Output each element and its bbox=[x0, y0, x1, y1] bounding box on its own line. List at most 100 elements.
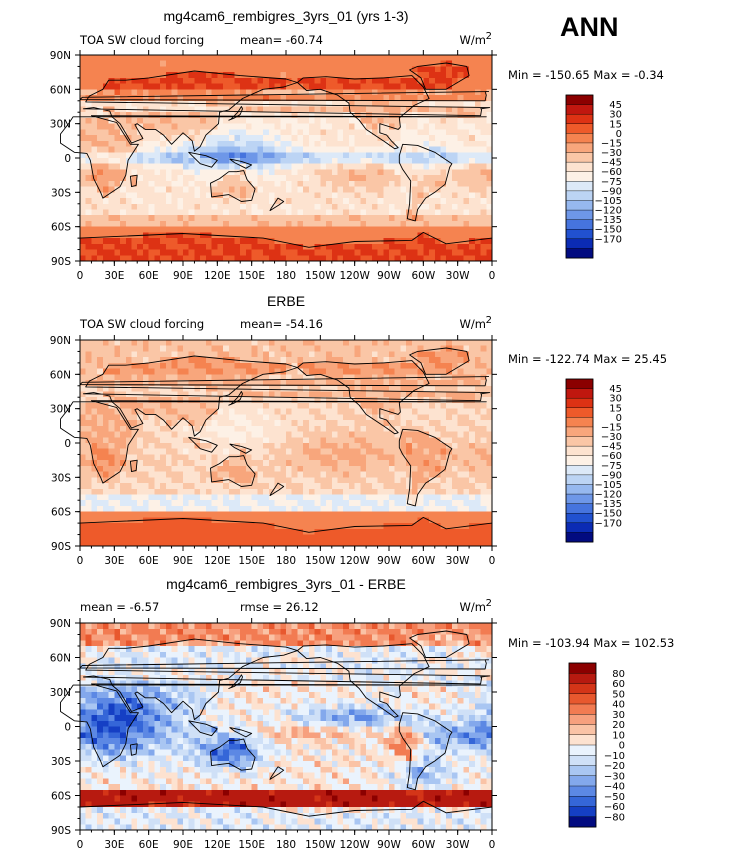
heatmap-cell bbox=[446, 255, 453, 262]
heatmap-cell bbox=[371, 117, 378, 125]
heatmap-cell bbox=[474, 494, 481, 501]
heatmap-cell bbox=[411, 460, 419, 467]
heatmap-cell bbox=[200, 351, 207, 358]
heatmap-cell bbox=[131, 226, 138, 233]
heatmap-cell bbox=[406, 362, 413, 370]
heatmap-cell bbox=[137, 152, 144, 159]
heatmap-cell bbox=[331, 460, 338, 467]
heatmap-cell bbox=[406, 511, 413, 518]
heatmap-cell bbox=[417, 340, 424, 347]
heatmap-cell bbox=[417, 158, 424, 165]
heatmap-cell bbox=[142, 505, 150, 513]
heatmap-cell bbox=[423, 72, 430, 79]
heatmap-cell bbox=[154, 226, 161, 233]
heatmap-cell bbox=[451, 140, 459, 147]
heatmap-cell bbox=[360, 83, 367, 90]
heatmap-cell bbox=[371, 95, 378, 102]
heatmap-cell bbox=[383, 368, 390, 375]
heatmap-cell bbox=[480, 95, 487, 102]
heatmap-cell bbox=[183, 351, 190, 358]
heatmap-cell bbox=[469, 77, 476, 85]
heatmap-cell bbox=[200, 454, 207, 461]
heatmap-cell bbox=[480, 77, 487, 85]
heatmap-cell bbox=[474, 380, 481, 387]
heatmap-cell bbox=[200, 483, 207, 490]
heatmap-cell bbox=[474, 443, 481, 450]
heatmap-cell bbox=[91, 215, 98, 222]
heatmap-cell bbox=[97, 169, 104, 176]
heatmap-cell bbox=[274, 437, 281, 444]
heatmap-cell bbox=[274, 135, 281, 142]
heatmap-cell bbox=[97, 203, 104, 210]
heatmap-cell bbox=[308, 443, 316, 450]
heatmap-cell bbox=[337, 402, 344, 410]
heatmap-cell bbox=[423, 180, 430, 188]
heatmap-cell bbox=[440, 83, 447, 90]
heatmap-cell bbox=[348, 448, 356, 455]
heatmap-cell bbox=[303, 192, 310, 199]
heatmap-cell bbox=[400, 60, 407, 67]
heatmap-cell bbox=[360, 72, 367, 79]
heatmap-cell bbox=[80, 169, 87, 176]
heatmap-cell bbox=[137, 243, 144, 250]
heatmap-cell bbox=[417, 83, 424, 90]
heatmap-cell bbox=[429, 471, 436, 478]
colorbar-label: −120 bbox=[595, 206, 622, 217]
heatmap-cell bbox=[469, 180, 476, 188]
heatmap-cell bbox=[303, 169, 310, 176]
heatmap-cell bbox=[360, 192, 367, 199]
heatmap-cell bbox=[457, 186, 464, 193]
heatmap-cell bbox=[183, 152, 190, 159]
heatmap-cell bbox=[183, 437, 190, 444]
heatmap-cell bbox=[165, 203, 172, 210]
heatmap-cell bbox=[188, 129, 195, 136]
heatmap-cell bbox=[160, 180, 167, 188]
heatmap-cell bbox=[434, 385, 441, 392]
heatmap-cell bbox=[343, 55, 350, 62]
heatmap-cell bbox=[80, 117, 87, 125]
heatmap-cell bbox=[245, 129, 253, 136]
heatmap-cell bbox=[480, 83, 487, 90]
heatmap-cell bbox=[268, 345, 275, 352]
heatmap-cell bbox=[148, 129, 155, 136]
heatmap-cell bbox=[377, 186, 384, 193]
colorbar-label: −170 bbox=[595, 234, 622, 245]
heatmap-cell bbox=[434, 83, 441, 90]
heatmap-cell bbox=[434, 391, 441, 398]
heatmap-cell bbox=[394, 420, 401, 427]
heatmap-cell bbox=[371, 511, 378, 518]
heatmap-cell bbox=[423, 152, 430, 159]
heatmap-cell bbox=[114, 243, 121, 250]
heatmap-cell bbox=[91, 454, 98, 461]
heatmap-cell bbox=[371, 72, 378, 79]
heatmap-cell bbox=[314, 494, 321, 501]
heatmap-cell bbox=[194, 483, 201, 490]
heatmap-cell bbox=[102, 140, 110, 147]
heatmap-cell bbox=[486, 135, 493, 142]
heatmap-cell bbox=[205, 255, 213, 262]
heatmap-cell bbox=[85, 431, 92, 438]
lon-tick-label: 0 bbox=[77, 270, 84, 282]
heatmap-cell bbox=[108, 72, 115, 79]
heatmap-cell bbox=[137, 146, 144, 153]
heatmap-cell bbox=[406, 117, 413, 125]
heatmap-cell bbox=[474, 483, 481, 490]
heatmap-cell bbox=[251, 425, 258, 432]
heatmap-cell bbox=[102, 146, 110, 153]
heatmap-cell bbox=[377, 448, 384, 455]
heatmap-cell bbox=[423, 140, 430, 147]
heatmap-cell bbox=[257, 368, 264, 375]
heatmap-cell bbox=[383, 465, 390, 473]
heatmap-cell bbox=[400, 380, 407, 387]
heatmap-cell bbox=[217, 408, 224, 415]
heatmap-cell bbox=[85, 391, 92, 398]
heatmap-cell bbox=[337, 186, 344, 193]
heatmap-cell bbox=[188, 465, 195, 473]
heatmap-cell bbox=[383, 55, 390, 62]
heatmap-cell bbox=[383, 437, 390, 444]
heatmap-cell bbox=[400, 385, 407, 392]
heatmap-cell bbox=[446, 106, 453, 113]
heatmap-cell bbox=[377, 477, 384, 484]
heatmap-cell bbox=[423, 255, 430, 262]
heatmap-cell bbox=[268, 89, 275, 96]
